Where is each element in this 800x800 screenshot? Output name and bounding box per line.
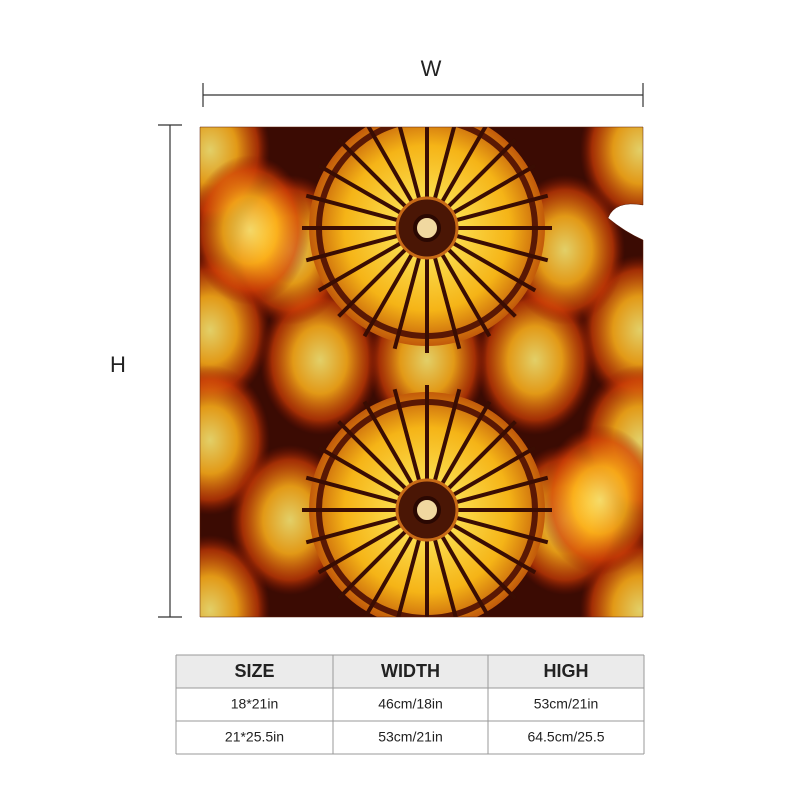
wheel-spoke [445,519,537,575]
wheel-spoke [441,242,517,318]
table-header-bg [176,655,644,688]
wheel-spoke [392,388,424,490]
wheel-spoke [436,528,492,617]
wheel-hub-inner [413,496,441,524]
wheel-spoke [447,513,549,545]
table-cell: 21*25.5in [225,729,284,745]
wheel-spoke [392,127,424,208]
height-dimension [158,124,182,618]
wheel-spoke [305,513,407,545]
size-table: SIZE WIDTH HIGH 18*21in 46cm/18in 53cm/21in 21… [175,654,645,755]
wheel-spoke [430,530,462,617]
wheel-spoke [430,248,462,350]
flame [580,127,643,225]
wheel-hub-inner [413,214,441,242]
wheel-spoke [430,388,462,490]
wheel-spoke [392,530,424,617]
cover-outline [199,126,644,618]
table-cell: 46cm/18in [378,696,443,712]
table-header-cell: SIZE [234,661,274,681]
wheel-spoke [447,231,549,263]
wheel-spoke [362,246,418,338]
width-dimension [202,83,644,107]
wheel-spoke [436,127,492,210]
height-label: H [110,352,126,377]
wheel-spoke [441,138,517,214]
table-header-cell: HIGH [544,661,589,681]
wheel-spoke [436,246,492,338]
flame [200,535,270,617]
table-cell: 53cm/21in [378,729,443,745]
width-label: W [421,56,442,81]
wheel-spoke [445,163,537,219]
wheel-spoke [337,524,413,600]
table-cell: 53cm/21in [534,696,599,712]
wheel-spoke [445,445,537,501]
wheel-spoke [337,420,413,496]
flame [200,155,310,305]
wheel-spoke [337,138,413,214]
wheel-spoke [441,524,517,600]
wheel-spoke [317,237,409,293]
wheel-spoke [436,400,492,492]
wheel-spoke [317,163,409,219]
table-cell: 64.5cm/25.5 [527,729,604,745]
table-header-cell: WIDTH [381,661,440,681]
wheel-spoke [447,475,549,507]
wheel-spoke [362,528,418,617]
wheel-spoke [430,127,462,208]
table-cell: 18*21in [231,696,279,712]
wheel-spoke [392,248,424,350]
flame [200,365,270,515]
wheel-spoke [317,519,409,575]
wheel-spoke [441,420,517,496]
wheel-spoke [305,475,407,507]
wheel-spoke [447,193,549,225]
wheel-spoke [305,231,407,263]
wheel-spoke [317,445,409,501]
cover-pattern [200,127,643,617]
wheel-spoke [445,237,537,293]
wheel-spoke [362,400,418,492]
flame [540,425,643,575]
wheel-spoke [362,127,418,210]
wheel-spoke [305,193,407,225]
wheel-spoke [337,242,413,318]
